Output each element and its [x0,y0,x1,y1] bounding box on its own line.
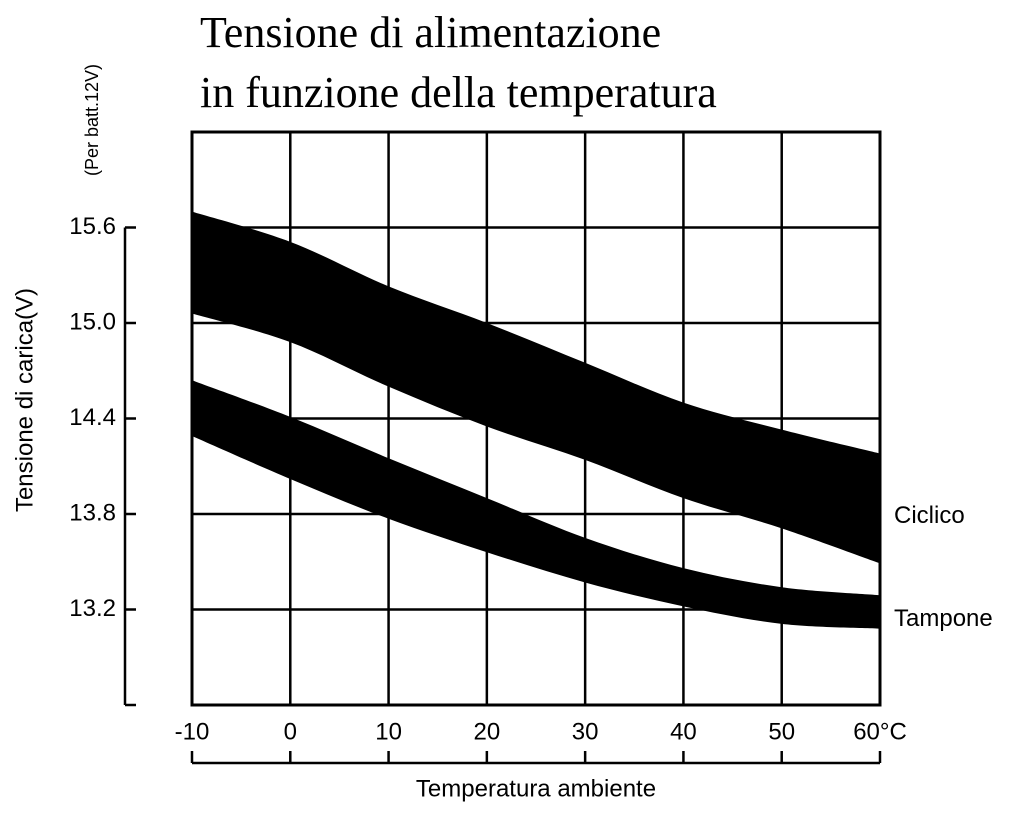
band [192,380,880,629]
x-tick-label: 30 [572,718,599,745]
x-tick-label: 60°C [853,718,907,745]
x-axis-label: Temperatura ambiente [416,775,656,802]
series-label: Tampone [894,605,993,632]
x-tick-label: -10 [175,718,210,745]
x-tick-label: 40 [670,718,697,745]
x-tick-label: 50 [768,718,795,745]
chart-title: in funzione della temperatura [200,68,717,117]
series-label: Ciclico [894,502,965,529]
chart-title: Tensione di alimentazione [200,8,661,57]
y-tick-label: 13.8 [69,499,116,526]
y-tick-label: 15.6 [69,213,116,240]
x-tick-label: 20 [474,718,501,745]
y-tick-label: 14.4 [69,404,116,431]
y-note: (Per batt.12V) [82,64,102,176]
plot-frame [190,130,882,707]
x-tick-label: 0 [284,718,297,745]
y-axis-label: Tensione di carica(V) [11,288,38,512]
y-tick-label: 15.0 [69,308,116,335]
y-tick-label: 13.2 [69,595,116,622]
x-tick-label: 10 [375,718,402,745]
band [192,211,880,564]
